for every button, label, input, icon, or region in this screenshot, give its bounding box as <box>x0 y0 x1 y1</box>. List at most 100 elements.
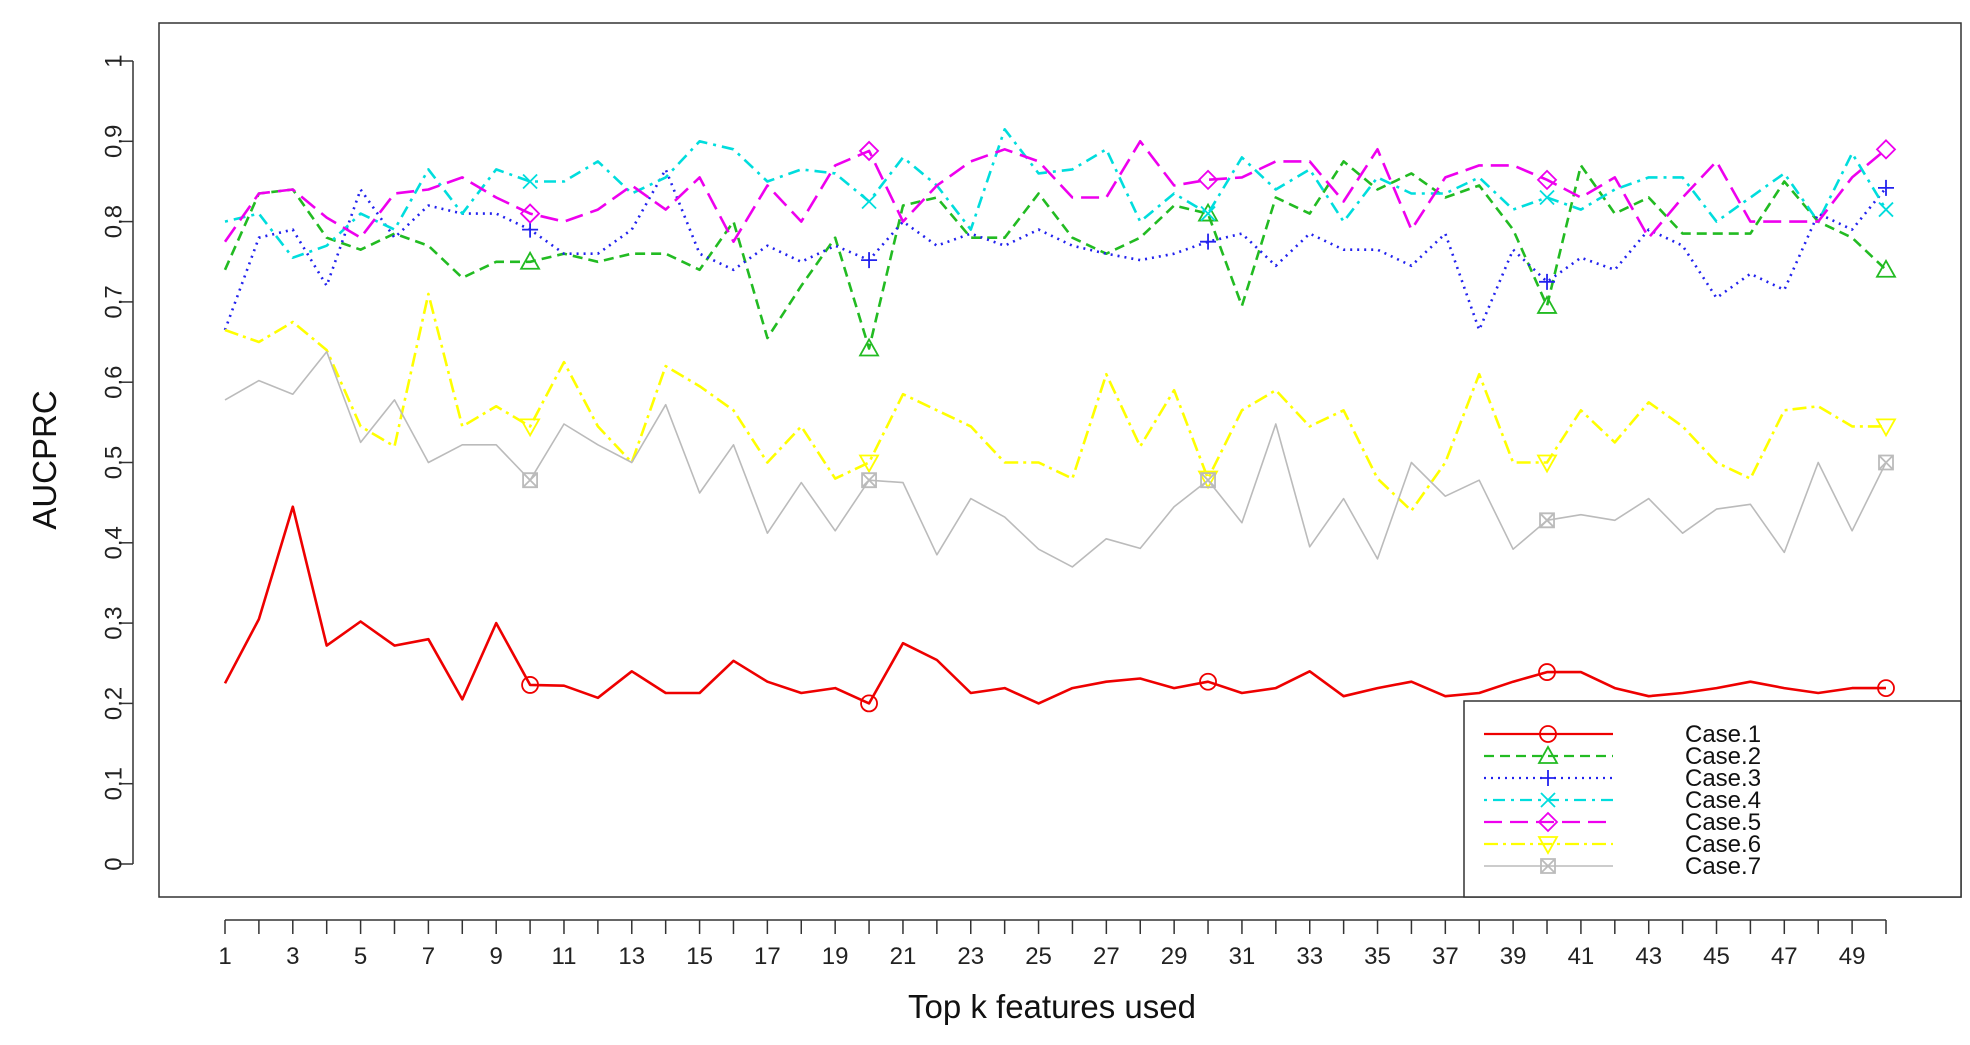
series-marker-Case.1-10 <box>521 676 539 694</box>
x-tick-label-31: 31 <box>1229 943 1256 970</box>
series-marker-Case.2-20 <box>858 337 880 357</box>
x-tick-label-39: 39 <box>1500 943 1527 970</box>
series-marker-Case.7-30 <box>1200 472 1216 489</box>
series-marker-Case.2-10 <box>519 250 541 270</box>
legend-label-Case.6: Case.6 <box>1685 831 1761 858</box>
x-tick-label-13: 13 <box>618 943 645 970</box>
x-tick-label-47: 47 <box>1771 943 1798 970</box>
y-tick-label-0.6: 0.6 <box>100 366 127 399</box>
series-marker-Case.4-40 <box>1539 189 1555 206</box>
series-marker-Case.5-10 <box>519 203 541 224</box>
series-line-Case.6 <box>224 292 1886 513</box>
series-marker-Case.7-50 <box>1878 454 1894 471</box>
series-marker-Case.6-10 <box>519 418 541 438</box>
x-tick-label-45: 45 <box>1703 943 1730 970</box>
series-marker-Case.6-50 <box>1875 418 1897 438</box>
legend-label-Case.5: Case.5 <box>1685 809 1761 836</box>
series-marker-Case.2-40 <box>1536 295 1558 314</box>
plot-frame <box>158 22 1962 898</box>
x-tick-label-29: 29 <box>1161 943 1188 970</box>
x-tick-label-17: 17 <box>754 943 781 970</box>
y-tick-label-0.7: 0.7 <box>100 285 127 318</box>
y-tick-label-0.9: 0.9 <box>100 125 127 158</box>
y-tick-label-0.1: 0.1 <box>100 767 127 800</box>
series-marker-Case.6-20 <box>858 454 880 474</box>
series-line-Case.2 <box>223 160 1887 350</box>
legend-label-Case.4: Case.4 <box>1685 787 1761 814</box>
series-marker-Case.2-30 <box>1197 202 1219 222</box>
legend-marker-Case.1 <box>1539 725 1557 743</box>
legend-label-Case.3: Case.3 <box>1685 765 1761 792</box>
series-marker-Case.5-20 <box>858 140 880 162</box>
x-tick-label-11: 11 <box>552 943 577 970</box>
x-axis-title: Top k features used <box>908 988 1196 1025</box>
series-marker-Case.6-30 <box>1197 470 1219 490</box>
series-marker-Case.3-20 <box>861 252 878 269</box>
x-tick-label-41: 41 <box>1568 943 1595 970</box>
series-line-Case.5 <box>223 140 1887 243</box>
y-tick-label-0.5: 0.5 <box>100 446 127 479</box>
x-tick-label-9: 9 <box>490 943 503 970</box>
x-tick-label-7: 7 <box>422 943 435 970</box>
series-marker-Case.1-50 <box>1877 679 1895 698</box>
y-tick-label-0.2: 0.2 <box>100 687 127 720</box>
x-tick-label-37: 37 <box>1432 943 1459 970</box>
x-tick-label-15: 15 <box>686 943 713 970</box>
x-tick-label-49: 49 <box>1839 943 1866 970</box>
x-tick-label-1: 1 <box>218 943 231 970</box>
series-Case.5 <box>223 139 1897 243</box>
x-tick-label-33: 33 <box>1296 943 1323 970</box>
y-tick-label-0: 0 <box>100 857 127 870</box>
series-marker-Case.4-20 <box>861 193 877 210</box>
series-Case.4 <box>224 128 1894 260</box>
series-marker-Case.3-30 <box>1200 233 1217 250</box>
series-marker-Case.1-40 <box>1538 663 1556 681</box>
x-axis: 1 3 5 7 9 11 13 15 17 19 21 23 25 27 29 31 33 35 37 39 41 43 4… <box>218 919 1887 970</box>
series-marker-Case.3-50 <box>1878 179 1894 196</box>
y-tick-label-0.4: 0.4 <box>100 526 127 559</box>
legend-label-Case.1: Case.1 <box>1685 721 1761 748</box>
x-tick-label-43: 43 <box>1635 943 1662 970</box>
series-line-Case.7 <box>224 350 1887 568</box>
series-line-Case.1 <box>223 505 1886 705</box>
series-Case.2 <box>223 160 1897 357</box>
series-marker-Case.1-30 <box>1199 672 1217 691</box>
y-tick-label-1: 1 <box>100 54 127 67</box>
legend: Case.1Case.2Case.3Case.4Case.5Case.6Case… <box>1463 700 1962 898</box>
series-marker-Case.3-10 <box>522 221 539 238</box>
y-tick-label-0.8: 0.8 <box>100 205 127 238</box>
series-marker-Case.6-40 <box>1536 454 1558 474</box>
series-Case.3 <box>223 168 1894 332</box>
series-marker-Case.7-20 <box>861 472 877 489</box>
legend-marker-Case.7 <box>1540 858 1556 874</box>
x-tick-label-25: 25 <box>1025 943 1052 970</box>
series-marker-Case.5-30 <box>1197 169 1219 191</box>
series-Case.1 <box>223 505 1895 713</box>
legend-marker-Case.3 <box>1540 770 1556 786</box>
x-tick-label-5: 5 <box>354 943 367 970</box>
series-marker-Case.7-10 <box>522 472 538 489</box>
x-tick-label-21: 21 <box>890 943 917 970</box>
y-axis-title: AUCPRC <box>26 390 63 529</box>
series-marker-Case.2-50 <box>1875 258 1897 278</box>
series-line-Case.4 <box>224 128 1888 260</box>
series-marker-Case.3-40 <box>1539 273 1556 290</box>
series-marker-Case.1-20 <box>860 694 878 713</box>
x-tick-label-23: 23 <box>957 943 984 970</box>
legend-label-Case.7: Case.7 <box>1685 853 1761 880</box>
x-tick-label-27: 27 <box>1093 943 1120 970</box>
legend-label-Case.2: Case.2 <box>1685 743 1761 770</box>
series-layer <box>223 128 1897 713</box>
series-marker-Case.4-10 <box>522 173 538 190</box>
legend-marker-Case.5 <box>1537 811 1559 833</box>
series-marker-Case.4-30 <box>1200 205 1216 222</box>
series-Case.7 <box>224 350 1894 568</box>
y-axis: 0 0.1 0.2 0.3 0.4 0.5 0.6 0.7 0.8 0.9 1 <box>100 54 134 871</box>
x-tick-label-3: 3 <box>286 943 299 970</box>
series-marker-Case.4-50 <box>1878 201 1894 218</box>
x-tick-label-19: 19 <box>822 943 849 970</box>
series-marker-Case.7-40 <box>1539 512 1555 529</box>
legend-marker-Case.4 <box>1540 792 1556 808</box>
series-marker-Case.5-50 <box>1875 139 1897 160</box>
